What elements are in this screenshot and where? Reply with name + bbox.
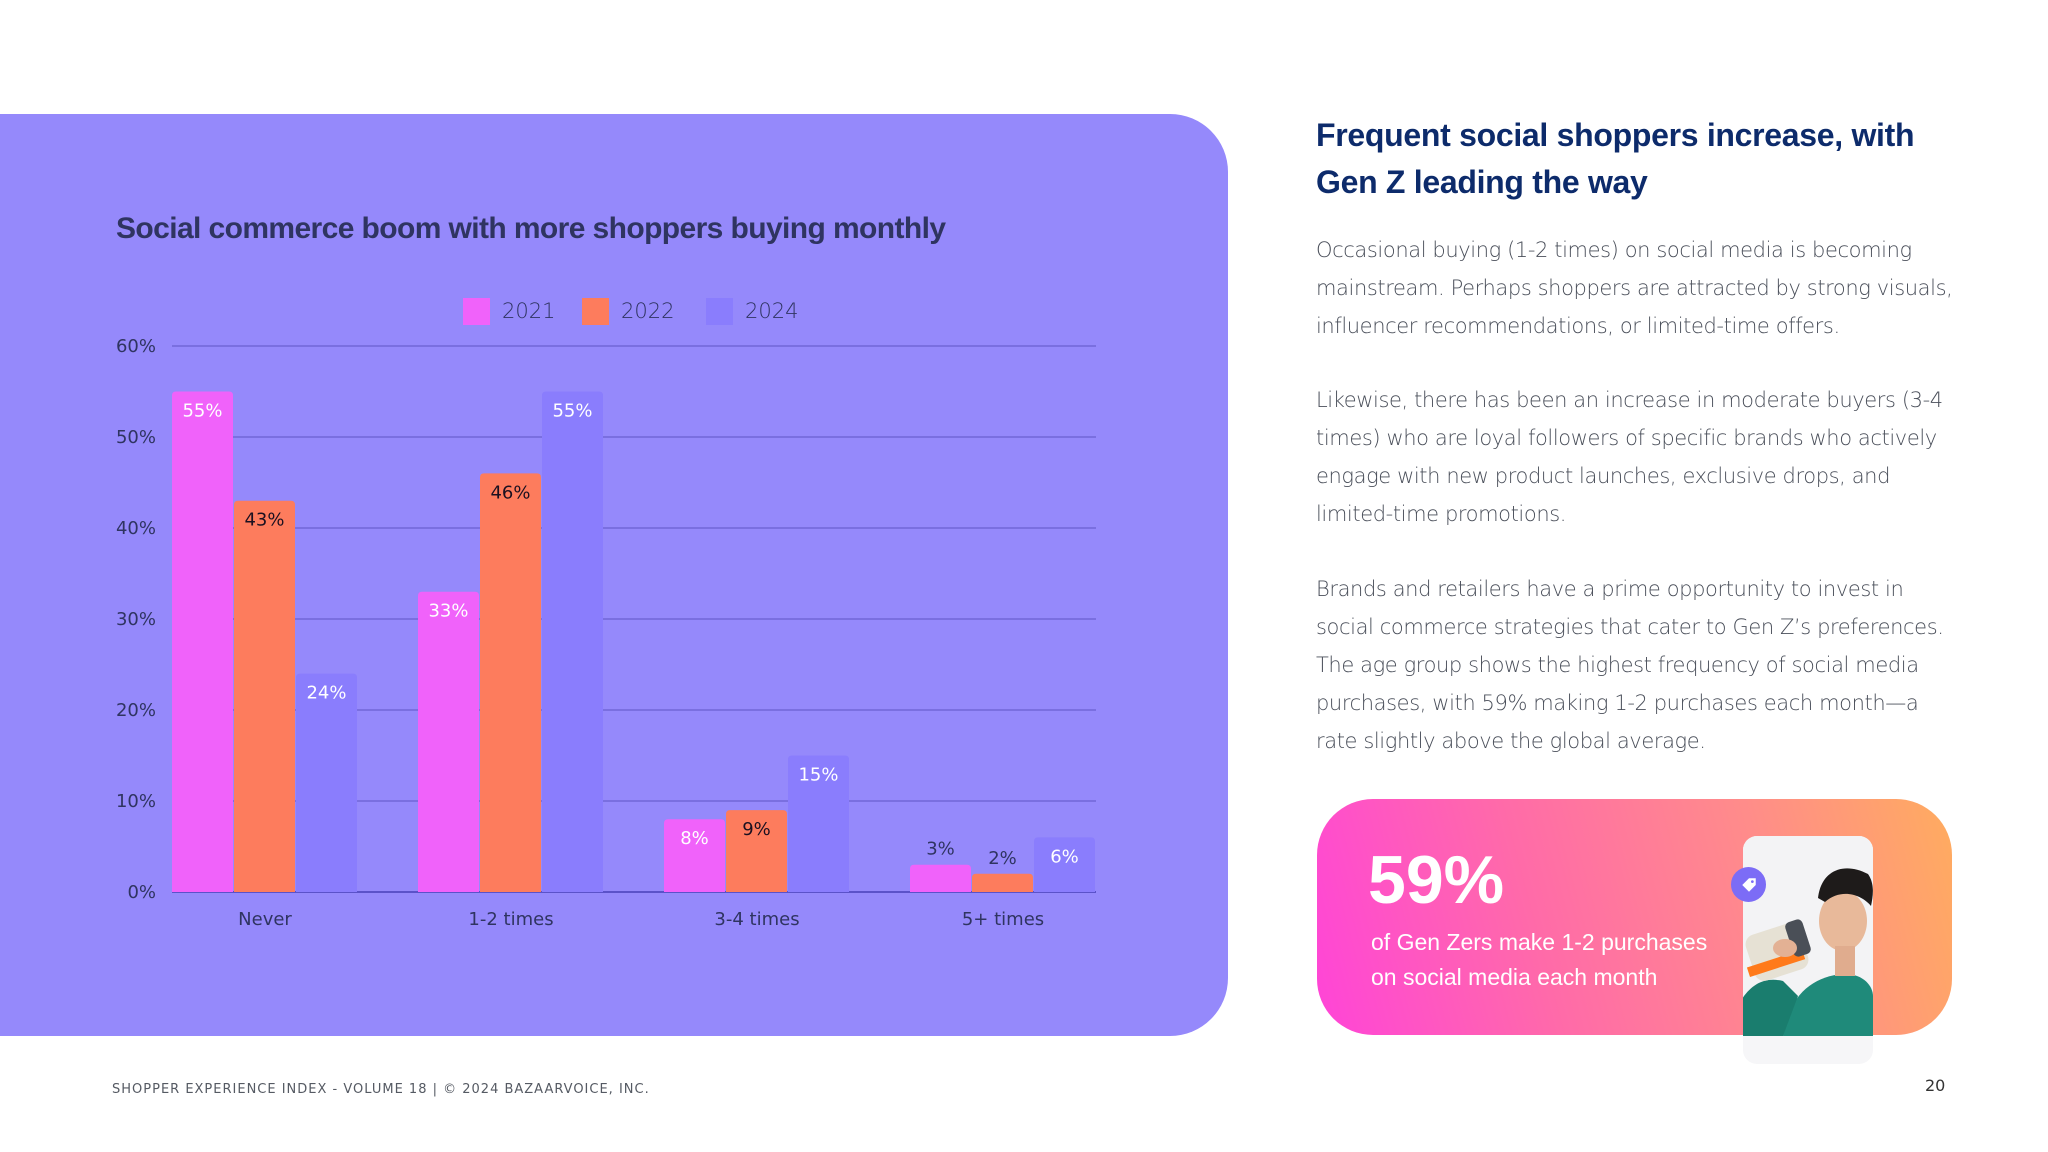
bar-value-label: 46% bbox=[490, 482, 530, 503]
bar-value-label: 24% bbox=[306, 683, 346, 704]
y-tick-label: 50% bbox=[116, 427, 156, 448]
legend-label-2022: 2022 bbox=[621, 299, 675, 323]
y-tick-label: 20% bbox=[116, 700, 156, 721]
y-tick-label: 0% bbox=[127, 882, 156, 903]
legend-swatch-2022 bbox=[582, 297, 609, 325]
y-tick-label: 40% bbox=[116, 518, 156, 539]
x-tick-label: 5+ times bbox=[962, 909, 1044, 930]
bar-value-label: 2% bbox=[988, 848, 1017, 869]
page-number: 20 bbox=[1925, 1076, 1946, 1095]
article-heading: Frequent social shoppers increase, with … bbox=[1316, 117, 1915, 200]
y-tick-label: 10% bbox=[116, 791, 156, 812]
price-tag-icon bbox=[1741, 877, 1756, 892]
bar-2024-2 bbox=[788, 755, 849, 892]
bar-2022-1 bbox=[480, 473, 541, 892]
legend-label-2021: 2021 bbox=[502, 299, 556, 323]
bar-2022-3 bbox=[972, 873, 1033, 892]
bar-chart: 0% 10% 20% 30% 40% 50% 60% 55% 43% 24% Never 33% 46%… bbox=[116, 336, 1096, 930]
phone-frame bbox=[1743, 836, 1873, 1064]
y-tick-label: 60% bbox=[116, 336, 156, 357]
bar-2024-0 bbox=[296, 673, 357, 892]
bar-value-label: 9% bbox=[742, 819, 771, 840]
legend-swatch-2021 bbox=[463, 297, 490, 325]
bar-value-label: 43% bbox=[244, 510, 284, 531]
bar-value-label: 3% bbox=[926, 839, 955, 860]
legend-item-2021: 2021 bbox=[463, 296, 555, 326]
y-tick-label: 30% bbox=[116, 609, 156, 630]
bar-value-label: 6% bbox=[1050, 846, 1079, 867]
legend-label-2024: 2024 bbox=[745, 299, 799, 323]
bar-value-label: 55% bbox=[182, 401, 222, 422]
bar-2022-2 bbox=[726, 810, 787, 892]
footer-text: SHOPPER EXPERIENCE INDEX - VOLUME 18 | ©… bbox=[112, 1082, 650, 1097]
bar-2021-0 bbox=[172, 391, 233, 892]
paragraph-2: Likewise, there has been an increase in … bbox=[1316, 388, 1943, 526]
chart-title: Social commerce boom with more shoppers … bbox=[116, 212, 946, 245]
legend-item-2024: 2024 bbox=[706, 296, 798, 326]
bar-2021-1 bbox=[418, 591, 479, 892]
bar-2024-1 bbox=[542, 391, 603, 892]
bar-2021-3 bbox=[910, 864, 971, 892]
price-tag-badge bbox=[1731, 867, 1766, 902]
bar-2022-0 bbox=[234, 500, 295, 892]
paragraph-3: Brands and retailers have a prime opport… bbox=[1316, 577, 1944, 753]
x-tick-label: 1-2 times bbox=[468, 909, 553, 930]
bar-value-label: 55% bbox=[552, 401, 592, 422]
bar-value-label: 33% bbox=[428, 601, 468, 622]
legend-swatch-2024 bbox=[706, 297, 733, 325]
stat-caption: of Gen Zers make 1-2 purchases on social… bbox=[1371, 929, 1708, 990]
x-tick-label: Never bbox=[238, 909, 292, 930]
bar-2024-3 bbox=[1034, 837, 1095, 892]
legend-item-2022: 2022 bbox=[582, 296, 674, 326]
stat-number: 59% bbox=[1368, 842, 1505, 918]
x-tick-label: 3-4 times bbox=[714, 909, 799, 930]
bar-value-label: 8% bbox=[680, 828, 709, 849]
bar-value-label: 15% bbox=[798, 765, 838, 786]
person-drinking-shake-photo bbox=[1743, 836, 1873, 1036]
paragraph-1: Occasional buying (1-2 times) on social … bbox=[1316, 238, 1953, 338]
bar-2021-2 bbox=[664, 819, 725, 892]
